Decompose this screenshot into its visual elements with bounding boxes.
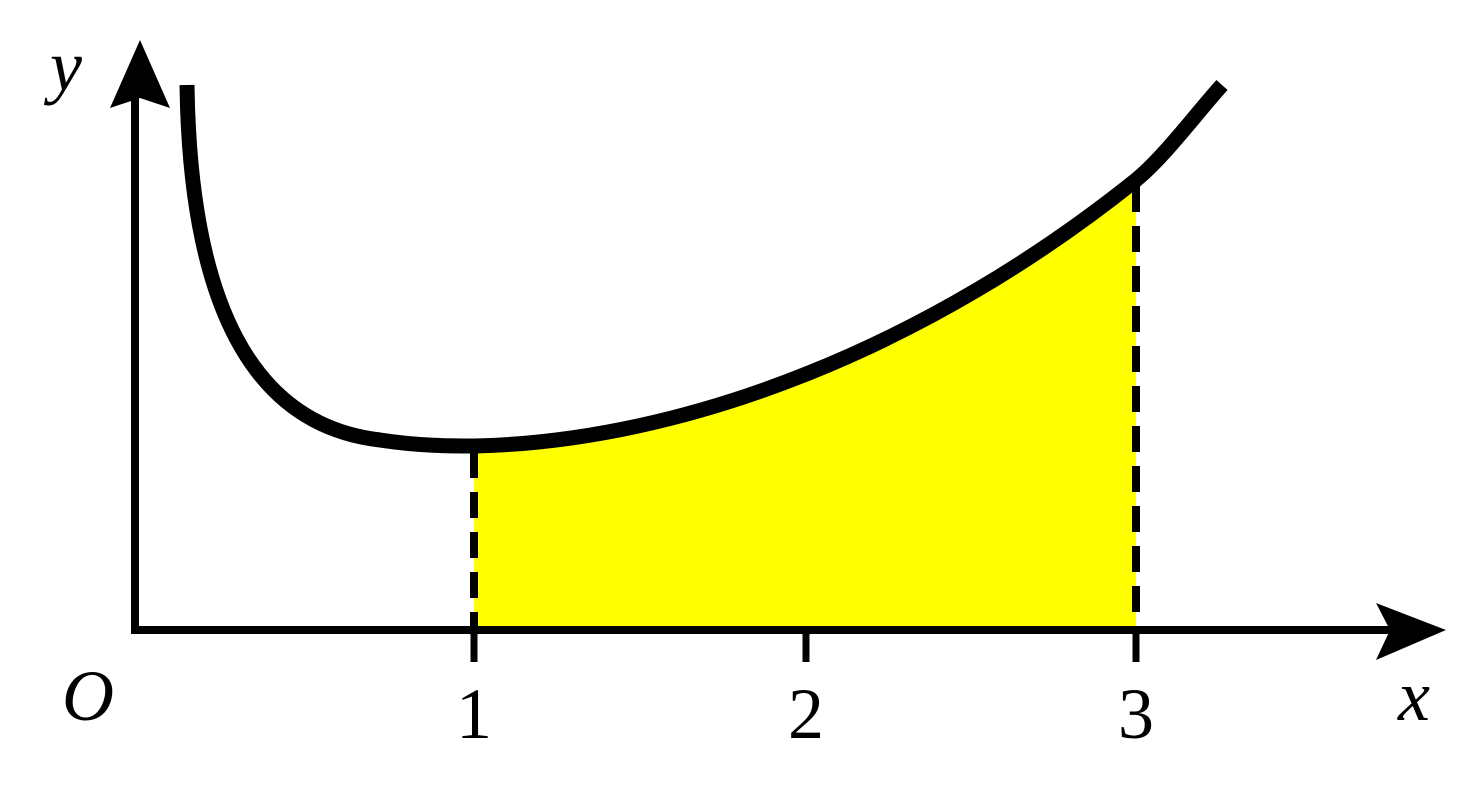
tick-label: 1 bbox=[456, 674, 492, 754]
curve bbox=[179, 79, 1228, 454]
y-arrow bbox=[110, 40, 170, 108]
tick-label: 3 bbox=[1118, 674, 1154, 754]
tick-label: 2 bbox=[788, 674, 824, 754]
shaded-area bbox=[474, 180, 1136, 630]
y-axis-label: y bbox=[43, 26, 82, 106]
origin-label: O bbox=[62, 656, 114, 736]
x-axis-label: x bbox=[1397, 656, 1430, 736]
x-arrow bbox=[1376, 603, 1446, 660]
